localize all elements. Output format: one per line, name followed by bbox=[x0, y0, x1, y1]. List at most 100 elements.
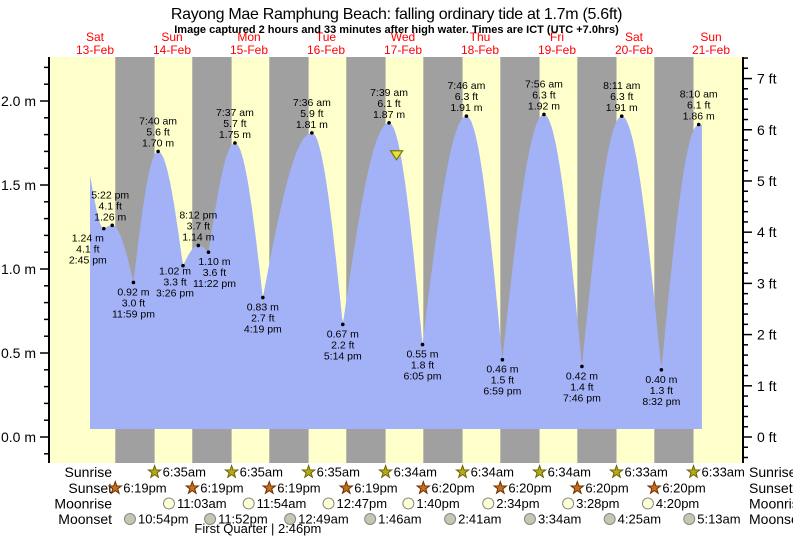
astro-time: 6:20pm bbox=[662, 481, 705, 496]
astro-time: 6:19pm bbox=[277, 481, 320, 496]
moon-phase-footnote: First Quarter | 2:46pm bbox=[194, 521, 321, 536]
astro-time: 5:13am bbox=[697, 512, 740, 527]
svg-text:4.1 ft: 4.1 ft bbox=[76, 244, 99, 256]
page-title: Rayong Mae Ramphung Beach: falling ordin… bbox=[170, 6, 623, 23]
astro-time: 1:46am bbox=[378, 512, 421, 527]
tide-event-dot bbox=[542, 112, 546, 117]
svg-text:17-Feb: 17-Feb bbox=[384, 43, 422, 57]
astro-row-label-right: Sunset bbox=[749, 480, 793, 496]
astro-row-label-left: Sunrise bbox=[65, 464, 113, 480]
svg-text:1.26 m: 1.26 m bbox=[94, 211, 126, 223]
svg-text:14-Feb: 14-Feb bbox=[153, 43, 191, 57]
astro-time: 1:40pm bbox=[416, 496, 459, 511]
astro-time: 10:54pm bbox=[138, 512, 189, 527]
svg-text:0.0 m: 0.0 m bbox=[1, 429, 36, 445]
moonrise-icon bbox=[641, 497, 654, 510]
tide-event-dot bbox=[387, 121, 391, 125]
tide-event-dot bbox=[196, 243, 201, 248]
svg-text:6.3 ft: 6.3 ft bbox=[455, 91, 478, 103]
tide-event-dot bbox=[310, 131, 314, 135]
sunset-icon bbox=[261, 479, 277, 495]
svg-text:Mon: Mon bbox=[237, 30, 260, 44]
svg-text:6.1 ft: 6.1 ft bbox=[687, 100, 710, 112]
svg-text:19-Feb: 19-Feb bbox=[538, 43, 576, 57]
astro-time: 2:41am bbox=[458, 512, 501, 527]
astro-time: 3:34am bbox=[538, 512, 581, 527]
svg-text:20-Feb: 20-Feb bbox=[615, 43, 653, 57]
tide-event-dot bbox=[659, 368, 664, 372]
sunset-icon bbox=[415, 479, 431, 495]
tide-event-label-high: 7:37 am5.7 ft1.75 m bbox=[216, 107, 254, 141]
tide-event-label-low: 0.55 m1.8 ft6:05 pm bbox=[404, 349, 442, 383]
astro-time: 11:03am bbox=[177, 496, 227, 511]
astro-time: 3:28pm bbox=[576, 496, 619, 511]
moonset-icon bbox=[364, 513, 377, 525]
svg-text:18-Feb: 18-Feb bbox=[461, 43, 499, 57]
astro-time: 6:19pm bbox=[200, 481, 243, 496]
astro-time: 6:19pm bbox=[123, 481, 166, 496]
tide-event-dot bbox=[619, 114, 624, 118]
tide-event-label-low: 0.46 m1.5 ft6:59 pm bbox=[483, 364, 521, 398]
svg-text:2.2 ft: 2.2 ft bbox=[331, 339, 354, 351]
tide-event-label-high: 7:56 am6.3 ft1.92 m bbox=[525, 78, 563, 112]
astro-row-label-right: Moonrise bbox=[749, 496, 793, 512]
tide-events: 1.24 m4.1 ft2:45 pm5:22 pm4.1 ft1.26 m0.… bbox=[69, 78, 718, 407]
tide-event-dot bbox=[102, 226, 106, 231]
tide-event-label-high: 8:10 am6.1 ft1.86 m bbox=[680, 89, 718, 123]
moonset-icon bbox=[683, 513, 696, 525]
tide-event-label-low: 0.83 m2.7 ft4:19 pm bbox=[244, 302, 282, 336]
astro-row-label-left: Moonrise bbox=[54, 496, 112, 512]
tide-event-label-low: 0.42 m1.4 ft7:46 pm bbox=[563, 370, 601, 404]
svg-text:1.86 m: 1.86 m bbox=[683, 111, 715, 123]
tide-event-dot bbox=[500, 357, 505, 362]
astro-time: 11:52pm bbox=[218, 512, 268, 527]
moonrise-icon bbox=[162, 497, 175, 510]
svg-text:1.75 m: 1.75 m bbox=[219, 129, 251, 141]
svg-text:0.67 m: 0.67 m bbox=[327, 328, 359, 340]
tide-event-dot bbox=[156, 149, 160, 154]
svg-text:1.14 m: 1.14 m bbox=[182, 231, 214, 243]
tide-event-label-low: 1.24 m4.1 ft2:45 pm bbox=[69, 233, 107, 267]
svg-text:8:12 pm: 8:12 pm bbox=[179, 209, 217, 221]
svg-text:7:36 am: 7:36 am bbox=[293, 97, 331, 109]
astro-time: 6:34am bbox=[548, 465, 591, 480]
astro-time: 11:54am bbox=[257, 496, 307, 511]
svg-text:7:40 am: 7:40 am bbox=[139, 115, 177, 127]
svg-text:2:45 pm: 2:45 pm bbox=[69, 255, 107, 267]
sunrise-icon bbox=[608, 463, 625, 479]
svg-text:1.92 m: 1.92 m bbox=[528, 100, 560, 112]
svg-text:4:19 pm: 4:19 pm bbox=[244, 324, 282, 336]
tide-event-label-high: 7:40 am5.6 ft1.70 m bbox=[139, 115, 177, 149]
now-marker-icon bbox=[389, 150, 404, 161]
svg-text:1.5 m: 1.5 m bbox=[1, 177, 36, 193]
svg-text:2 ft: 2 ft bbox=[757, 327, 777, 343]
svg-text:Wed: Wed bbox=[391, 30, 415, 44]
astro-time: 6:35am bbox=[163, 465, 206, 480]
moonrise-icon bbox=[242, 497, 255, 510]
tide-event-dot bbox=[233, 141, 237, 145]
astro-row-label-right: Sunrise bbox=[749, 464, 793, 480]
tide-event-dot bbox=[464, 114, 469, 118]
astro-time: 4:25am bbox=[618, 512, 661, 527]
chart-subtitle: Image captured 2 hours and 33 minutes af… bbox=[174, 24, 619, 36]
svg-text:8:11 am: 8:11 am bbox=[603, 80, 640, 92]
svg-text:11:22 pm: 11:22 pm bbox=[193, 278, 236, 290]
moonrise-icon bbox=[562, 497, 575, 510]
svg-text:5.6 ft: 5.6 ft bbox=[146, 126, 169, 138]
tide-area bbox=[90, 114, 702, 429]
svg-text:7 ft: 7 ft bbox=[757, 71, 777, 87]
svg-text:3:26 pm: 3:26 pm bbox=[156, 288, 194, 300]
astro-time: 6:20pm bbox=[585, 481, 628, 496]
astro-time: 6:20pm bbox=[508, 481, 551, 496]
sunrise-icon bbox=[685, 463, 702, 479]
moonrise-icon bbox=[402, 497, 415, 510]
sunset-icon bbox=[184, 479, 200, 495]
svg-text:1.4 ft: 1.4 ft bbox=[570, 381, 593, 393]
moonset-icon bbox=[603, 513, 616, 525]
svg-text:Sun: Sun bbox=[161, 30, 182, 44]
astro-time: 6:33am bbox=[702, 465, 745, 480]
